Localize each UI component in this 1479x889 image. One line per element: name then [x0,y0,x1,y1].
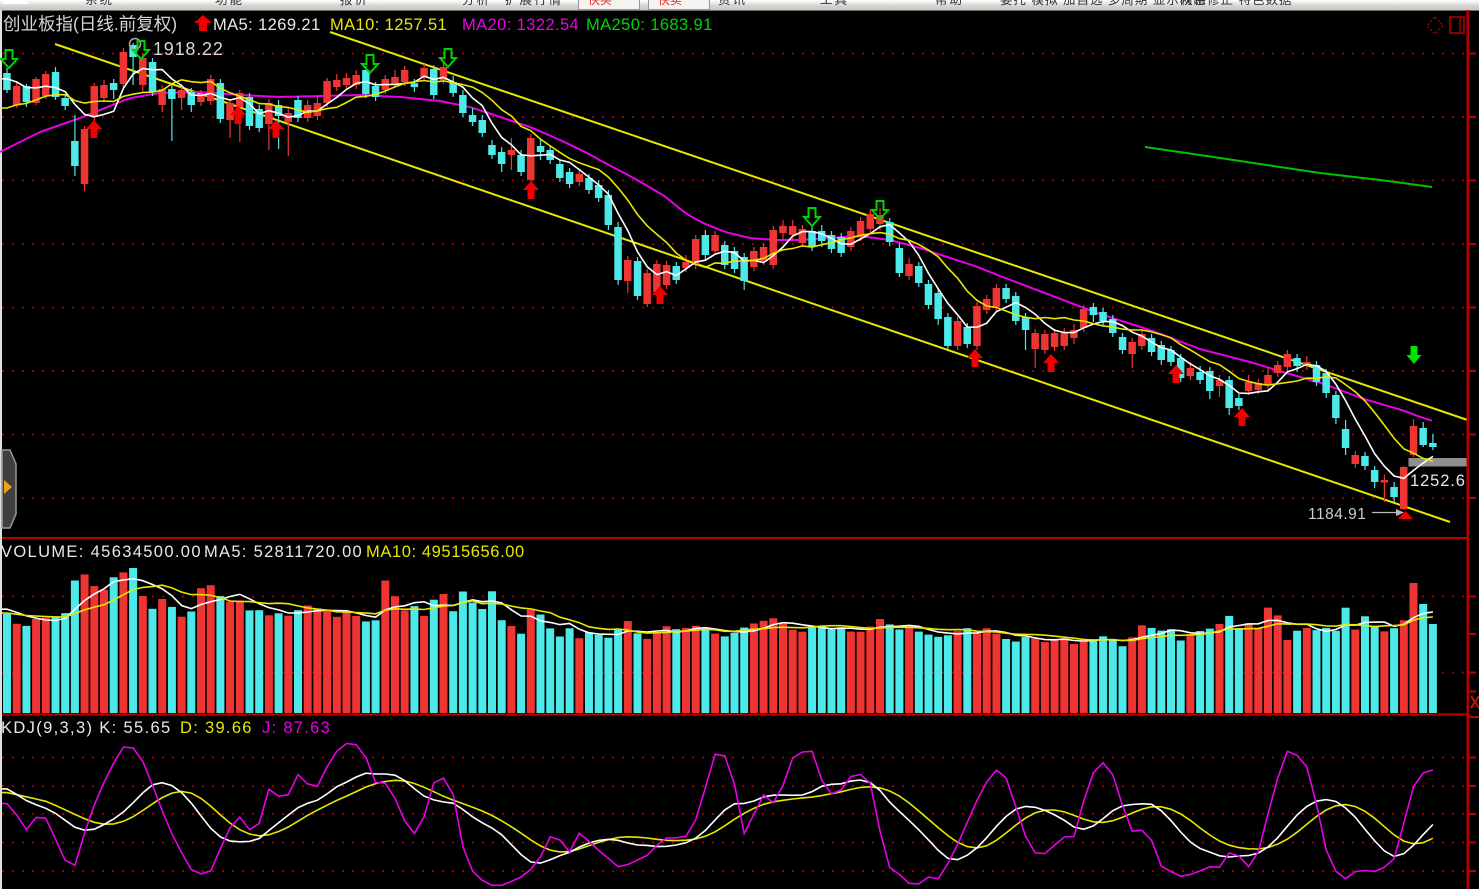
svg-text:MA10: 1257.51: MA10: 1257.51 [330,16,447,34]
svg-text:VOLUME: 45634500.00: VOLUME: 45634500.00 [1,543,202,561]
svg-text:MA20: 1322.54: MA20: 1322.54 [462,16,579,34]
svg-text:KDJ(9,3,3) K: 55.65: KDJ(9,3,3) K: 55.65 [1,719,172,737]
svg-text:D: 39.66: D: 39.66 [180,719,253,737]
svg-text:1184.91: 1184.91 [1308,506,1366,523]
svg-text:MA250: 1683.91: MA250: 1683.91 [586,16,713,34]
svg-text:1918.22: 1918.22 [153,39,224,59]
svg-text:J: 87.63: J: 87.63 [262,719,331,737]
svg-text:创业板指(日线.前复权): 创业板指(日线.前复权) [3,14,177,34]
svg-text:1252.6: 1252.6 [1410,472,1466,490]
svg-text:MA5: 1269.21: MA5: 1269.21 [213,16,321,34]
svg-text:MA5: 52811720.00: MA5: 52811720.00 [204,543,363,561]
svg-text:MA10: 49515656.00: MA10: 49515656.00 [366,543,525,561]
